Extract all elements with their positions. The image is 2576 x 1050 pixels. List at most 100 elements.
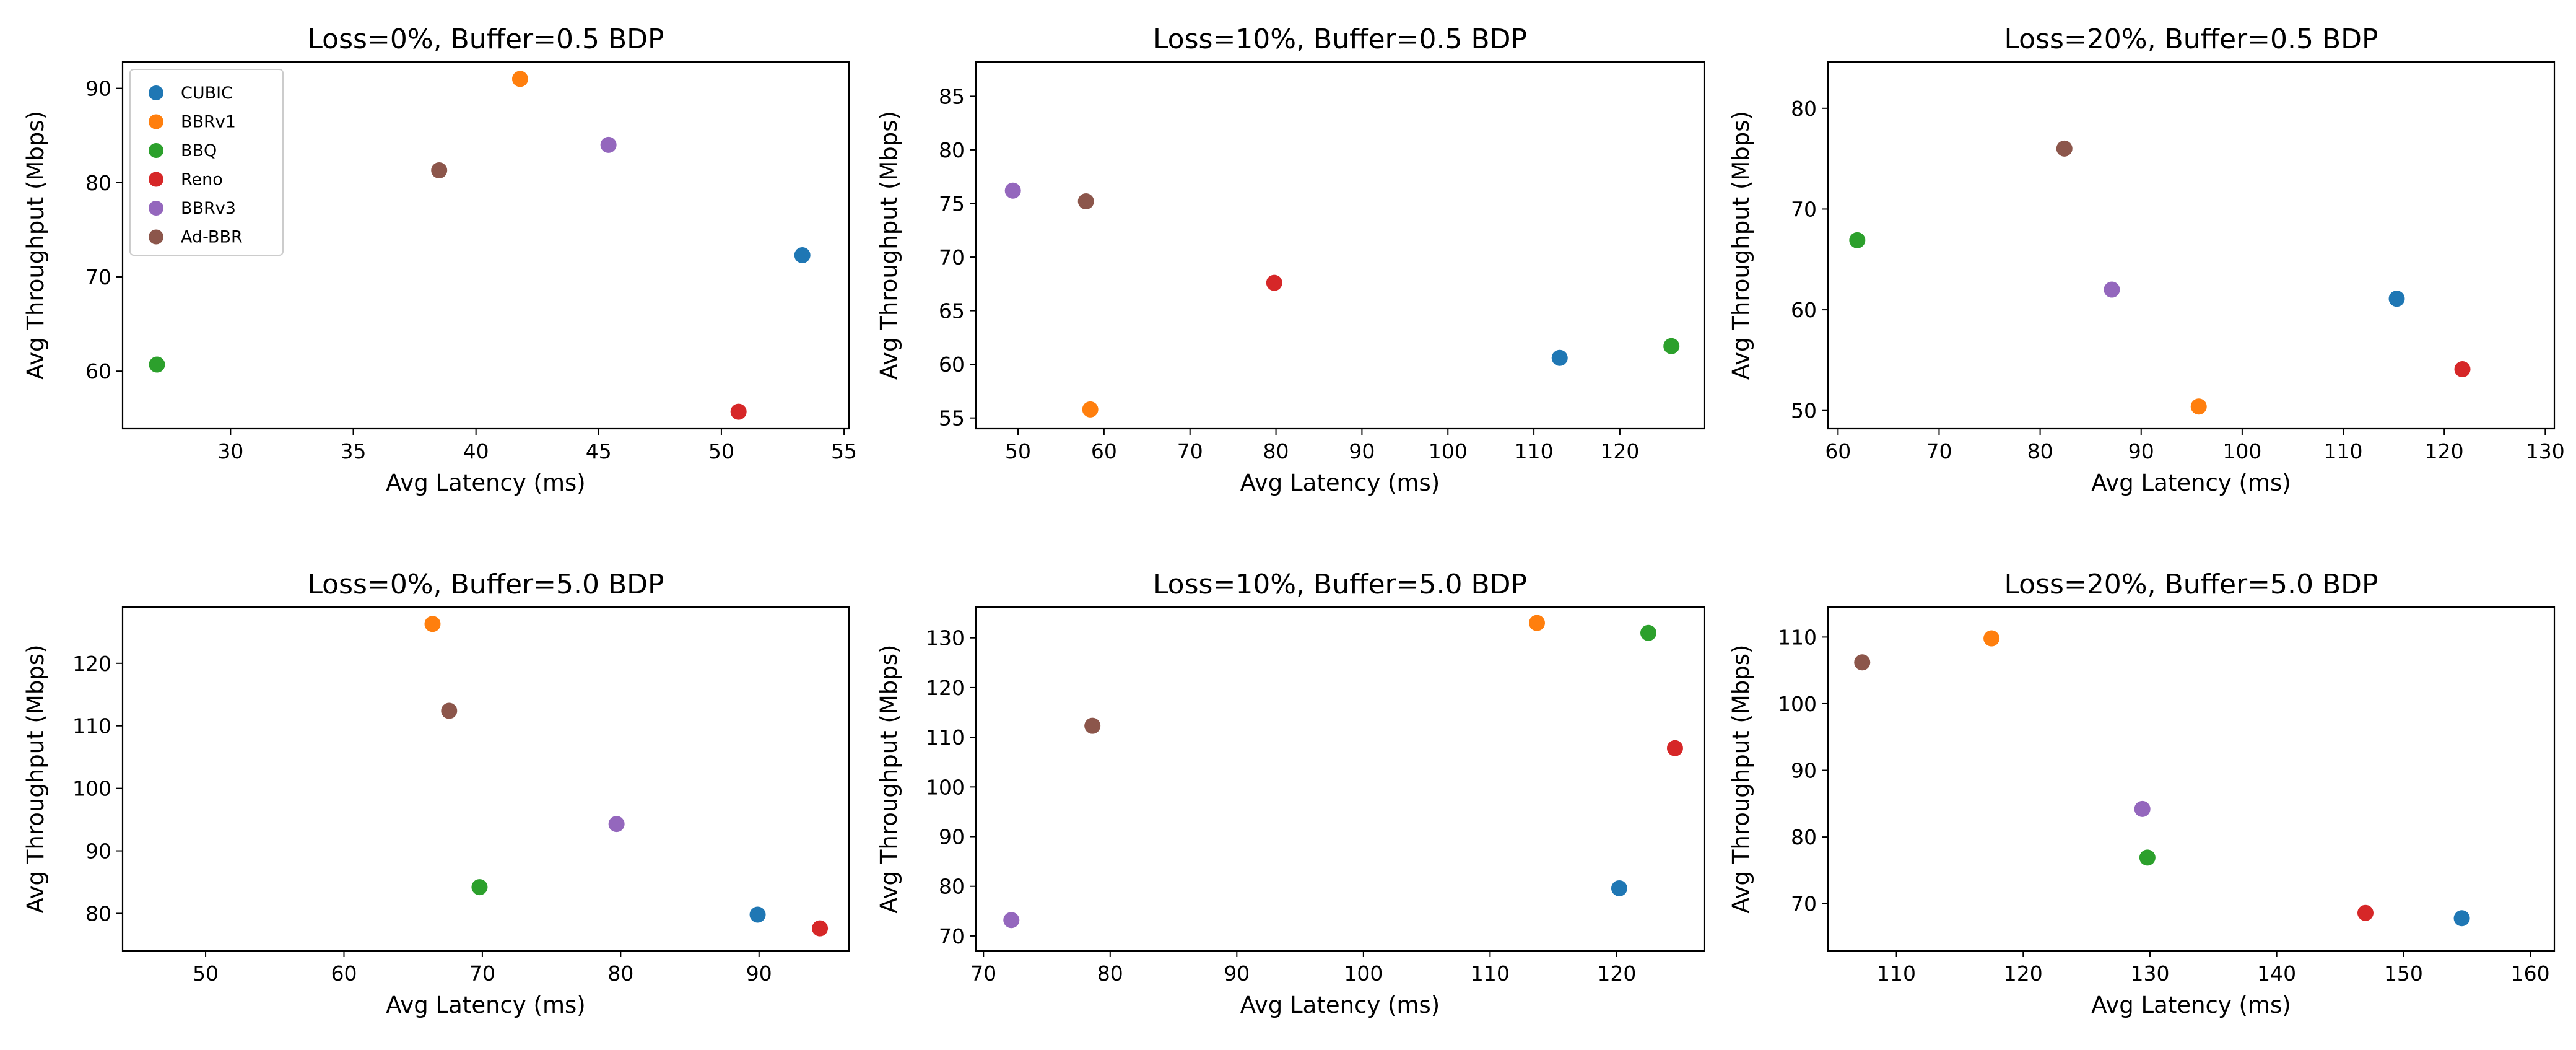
point-reno xyxy=(2357,904,2374,921)
point-cubic xyxy=(749,906,766,923)
x-axis-label: Avg Latency (ms) xyxy=(1240,470,1440,496)
x-tick-label: 50 xyxy=(1005,439,1031,463)
y-tick-label: 80 xyxy=(1791,97,1817,121)
x-tick-label: 55 xyxy=(831,439,857,463)
x-tick-label: 150 xyxy=(2384,961,2423,986)
point-bbrv1 xyxy=(1529,615,1546,631)
point-bbq xyxy=(1663,338,1680,354)
axes-frame xyxy=(1827,61,2556,430)
y-tick-label: 70 xyxy=(939,924,965,948)
y-tick-label: 80 xyxy=(85,171,111,195)
point-bbrv3 xyxy=(608,816,625,833)
y-axis-label: Avg Throughput (Mbps) xyxy=(1728,111,1754,380)
x-tick-label: 30 xyxy=(217,439,243,463)
x-tick-label: 90 xyxy=(746,961,772,986)
point-bbq xyxy=(471,879,488,896)
x-tick-label: 100 xyxy=(2222,439,2261,463)
y-tick-label: 100 xyxy=(72,777,111,801)
legend-marker-reno xyxy=(149,172,163,187)
x-tick-label: 80 xyxy=(1097,961,1123,986)
subplot-5: Loss=10%, Buffer=5.0 BDP 70 80 90 100 110 120 7… xyxy=(876,569,1705,1018)
x-tick-label: 100 xyxy=(1344,961,1383,986)
subplot-title: Loss=10%, Buffer=0.5 BDP xyxy=(1153,24,1527,55)
subplot-title: Loss=20%, Buffer=5.0 BDP xyxy=(2004,569,2378,600)
point-cubic xyxy=(2453,910,2470,927)
x-tick-label: 70 xyxy=(1177,439,1203,463)
legend-box xyxy=(129,69,284,256)
y-tick-label: 90 xyxy=(85,77,111,101)
y-tick-label: 90 xyxy=(85,839,111,864)
point-cubic xyxy=(1611,880,1627,896)
x-tick-label: 60 xyxy=(331,961,357,986)
point-ad-bbr xyxy=(1854,654,1871,671)
subplot-title: Loss=0%, Buffer=5.0 BDP xyxy=(307,569,664,600)
point-ad-bbr xyxy=(2056,140,2073,157)
legend-marker-bbrv3 xyxy=(149,201,163,216)
x-tick-label: 90 xyxy=(2128,439,2154,463)
y-tick-label: 120 xyxy=(926,676,965,700)
x-tick-label: 140 xyxy=(2257,961,2296,986)
axes-frame xyxy=(975,606,1705,952)
point-ad-bbr xyxy=(1084,717,1101,734)
y-axis-label: Avg Throughput (Mbps) xyxy=(22,111,49,380)
y-axis-label: Avg Throughput (Mbps) xyxy=(1728,644,1754,913)
x-tick-label: 80 xyxy=(2027,439,2053,463)
x-tick-label: 120 xyxy=(1600,439,1639,463)
legend-label: BBRv3 xyxy=(181,199,236,218)
point-bbrv1 xyxy=(1082,401,1099,418)
point-bbq xyxy=(2139,849,2156,866)
y-tick-label: 120 xyxy=(72,652,111,676)
x-tick-label: 90 xyxy=(1224,961,1250,986)
y-tick-label: 110 xyxy=(1778,625,1817,649)
legend-marker-ad-bbr xyxy=(149,229,163,245)
subplot-6: Loss=20%, Buffer=5.0 BDP 110 120 130 140 150 1… xyxy=(1728,569,2556,1018)
x-tick-label: 110 xyxy=(1471,961,1510,986)
subplot-title: Loss=10%, Buffer=5.0 BDP xyxy=(1153,569,1527,600)
x-tick-label: 45 xyxy=(586,439,612,463)
x-tick-label: 60 xyxy=(1825,439,1851,463)
point-bbrv1 xyxy=(511,71,528,87)
point-reno xyxy=(1266,274,1282,291)
point-bbq xyxy=(149,356,165,373)
x-axis-label: Avg Latency (ms) xyxy=(1240,992,1440,1018)
x-tick-label: 110 xyxy=(2324,439,2363,463)
y-axis-label: Avg Throughput (Mbps) xyxy=(22,644,49,913)
legend-label: Ad-BBR xyxy=(181,228,243,247)
legend-label: BBRv1 xyxy=(181,113,236,132)
axes-frame xyxy=(121,61,850,430)
x-tick-label: 70 xyxy=(1926,439,1952,463)
y-tick-label: 50 xyxy=(1791,399,1817,423)
x-tick-label: 35 xyxy=(341,439,367,463)
x-tick-label: 120 xyxy=(1597,961,1636,986)
y-tick-label: 130 xyxy=(926,626,965,650)
point-ad-bbr xyxy=(431,162,448,179)
y-tick-label: 70 xyxy=(939,245,965,269)
point-bbrv1 xyxy=(1983,630,2000,647)
y-tick-label: 75 xyxy=(939,191,965,216)
point-reno xyxy=(812,920,829,937)
subplot-title: Loss=20%, Buffer=0.5 BDP xyxy=(2004,24,2378,55)
y-tick-label: 80 xyxy=(939,875,965,899)
x-tick-label: 70 xyxy=(469,961,495,986)
y-axis-label: Avg Throughput (Mbps) xyxy=(876,111,902,380)
legend-marker-bbrv1 xyxy=(149,114,163,129)
x-tick-label: 70 xyxy=(970,961,996,986)
y-tick-label: 110 xyxy=(926,725,965,750)
legend-marker-cubic xyxy=(149,85,163,100)
x-tick-label: 80 xyxy=(1263,439,1289,463)
y-tick-label: 70 xyxy=(85,265,111,289)
x-tick-label: 50 xyxy=(193,961,219,986)
y-tick-label: 85 xyxy=(939,84,965,108)
point-bbrv3 xyxy=(600,136,617,153)
y-tick-label: 60 xyxy=(85,359,111,383)
axes-frame xyxy=(121,606,850,952)
y-tick-label: 80 xyxy=(1791,825,1817,849)
point-cubic xyxy=(2388,291,2405,307)
y-tick-label: 55 xyxy=(939,406,965,431)
y-tick-label: 70 xyxy=(1791,892,1817,916)
x-tick-label: 90 xyxy=(1349,439,1375,463)
legend-marker-bbq xyxy=(149,143,163,158)
y-tick-label: 80 xyxy=(85,901,111,925)
point-bbq xyxy=(1849,232,1866,248)
